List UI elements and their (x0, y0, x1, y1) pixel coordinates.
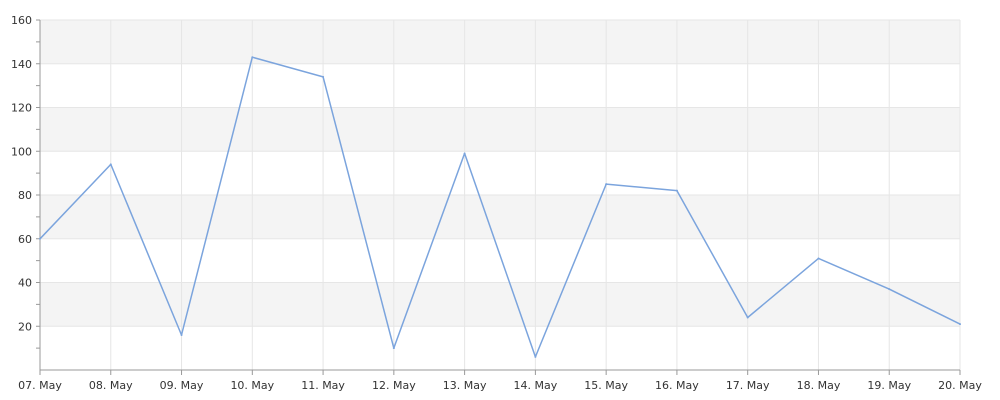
y-tick-label: 120 (11, 102, 32, 115)
data-point (817, 257, 820, 260)
series-line (39, 56, 961, 358)
x-tick-label: 16. May (655, 379, 699, 392)
x-tick-label: 14. May (514, 379, 558, 392)
x-tick-label: 10. May (230, 379, 274, 392)
x-tick-label: 08. May (89, 379, 133, 392)
plot-bands (40, 20, 960, 370)
data-point (109, 163, 112, 166)
vertical-gridlines (39, 19, 961, 370)
plot-band (40, 282, 960, 327)
plot-band (40, 326, 960, 370)
y-tick-label: 60 (18, 233, 32, 246)
plot-band (40, 195, 960, 239)
y-axis-ticks: 20 40 60 80 100 120 140 160 (11, 14, 40, 349)
data-point (463, 152, 466, 155)
y-tick-label: 140 (11, 58, 32, 71)
x-tick-label: 15. May (584, 379, 628, 392)
data-point (322, 75, 325, 78)
data-point (605, 183, 608, 186)
data-point (675, 189, 678, 192)
data-point (251, 56, 254, 59)
series-group (39, 56, 961, 358)
data-point (888, 288, 891, 291)
x-axis-ticks: 07. May 08. May 09. May 10. May 11. May 12. M… (18, 370, 982, 392)
x-tick-label: 09. May (160, 379, 204, 392)
x-tick-label: 11. May (301, 379, 345, 392)
x-tick-label: 07. May (18, 379, 62, 392)
x-tick-label: 20. May (938, 379, 982, 392)
data-point (746, 316, 749, 319)
y-tick-label: 160 (11, 14, 32, 27)
data-point (180, 334, 183, 336)
y-tick-label: 80 (18, 189, 32, 202)
plot-band (40, 107, 960, 152)
x-tick-label: 17. May (726, 379, 770, 392)
x-tick-label: 12. May (372, 379, 416, 392)
plot-band (40, 151, 960, 195)
plot-band (40, 238, 960, 283)
data-point (392, 347, 395, 350)
data-point (534, 355, 537, 358)
y-tick-label: 40 (18, 277, 32, 290)
x-tick-label: 18. May (797, 379, 841, 392)
data-point (39, 237, 41, 240)
plot-band (40, 20, 960, 64)
y-tick-label: 100 (11, 145, 32, 158)
plot-band (40, 63, 960, 108)
x-tick-label: 19. May (867, 379, 911, 392)
x-tick-label: 13. May (443, 379, 487, 392)
y-tick-label: 20 (18, 320, 32, 333)
data-point (959, 323, 961, 326)
